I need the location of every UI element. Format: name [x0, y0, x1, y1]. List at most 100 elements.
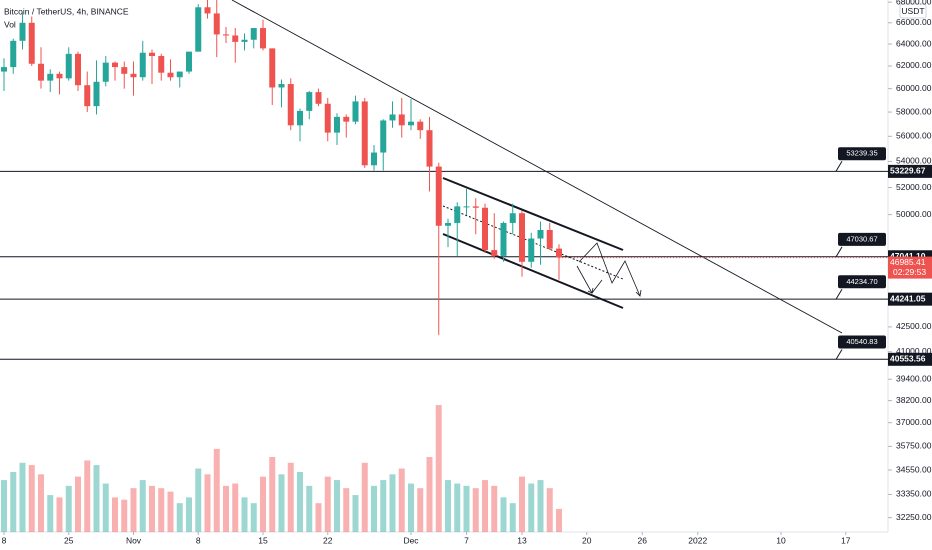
volume-bar	[306, 485, 313, 532]
candle-body	[158, 56, 165, 73]
x-tick-label: 8	[196, 535, 201, 545]
volume-bar	[371, 485, 377, 532]
x-tick-label: Dec	[403, 535, 419, 545]
candle-body	[371, 152, 377, 166]
volume-bar	[278, 474, 285, 532]
volume-bar	[19, 462, 26, 532]
candle-body	[47, 73, 54, 81]
candle-body	[65, 53, 72, 79]
y-tick-label: 60000.00	[896, 83, 932, 93]
candle-body	[287, 84, 294, 126]
channel-upper	[442, 177, 624, 251]
candle-body	[297, 110, 303, 126]
volume-bar	[482, 480, 488, 532]
candle-body	[417, 121, 424, 131]
candle-body	[454, 206, 461, 223]
candle-body	[482, 207, 488, 251]
volume-bar	[454, 483, 461, 532]
x-tick-label: 2022	[688, 535, 707, 545]
channel-lower	[442, 233, 624, 309]
volume-bar	[389, 474, 396, 532]
candle-body	[232, 35, 239, 42]
callout-pointer	[835, 289, 843, 300]
candle-body	[315, 92, 322, 104]
currency-button[interactable]	[899, 3, 927, 19]
volume-bar	[56, 497, 63, 532]
volume-bar	[269, 457, 276, 532]
level-label: 44241.05	[890, 293, 926, 303]
candle-body	[167, 72, 174, 78]
x-tick-label: 26	[638, 535, 648, 545]
volume-bar	[445, 480, 451, 532]
volume-bar	[380, 480, 387, 532]
callout-pointer	[835, 349, 843, 360]
volume-bar	[213, 448, 220, 532]
x-tick-label: 13	[517, 535, 527, 545]
volume-bar	[28, 465, 35, 532]
candle-body	[204, 7, 211, 14]
candle-body	[408, 121, 414, 126]
candle-body	[269, 48, 276, 88]
candle-body	[334, 116, 340, 133]
volume-bar	[435, 405, 442, 532]
volume-bar	[241, 497, 248, 532]
x-tick-label: 20	[582, 535, 592, 545]
candle-body	[519, 213, 525, 262]
y-tick-label: 50000.00	[896, 209, 932, 219]
volume-bar	[250, 503, 257, 532]
projection-path	[578, 242, 641, 297]
y-tick-label: 64000.00	[896, 38, 932, 48]
volume-bar	[112, 497, 118, 532]
last-price-box	[888, 256, 932, 279]
candle-body	[556, 248, 562, 258]
volume-bar	[47, 495, 54, 532]
candle-body	[324, 103, 331, 133]
callout-box	[838, 335, 886, 349]
candle-body	[195, 7, 202, 52]
y-tick-label: 56000.00	[896, 131, 932, 141]
trend-line	[231, 0, 843, 334]
callout-label: 44234.70	[846, 277, 877, 286]
candle-body	[343, 116, 350, 122]
candle-body	[546, 229, 553, 249]
volume-bar	[417, 488, 424, 532]
volume-bar	[491, 485, 498, 532]
candle-body	[509, 213, 516, 223]
volume-bar	[232, 483, 239, 532]
candle-body	[28, 22, 35, 64]
candle-body	[472, 206, 479, 208]
candle-body	[213, 13, 220, 35]
volume-bar	[38, 474, 44, 532]
candle-body	[139, 52, 146, 78]
candle-body	[102, 62, 109, 82]
volume-bar	[334, 480, 340, 532]
callout-box	[838, 232, 886, 246]
x-tick-label: 10	[776, 535, 786, 545]
volume-bar	[324, 476, 331, 532]
volume-bar	[186, 497, 192, 532]
level-label-box	[888, 164, 932, 178]
x-tick-label: 15	[258, 535, 268, 545]
candle-body	[250, 28, 257, 40]
volume-bar	[528, 483, 535, 532]
candle-body	[241, 39, 248, 42]
volume-bar	[1, 480, 7, 532]
arrow-head	[587, 287, 594, 294]
y-tick-label: 32250.00	[896, 512, 932, 522]
callout-pointer	[835, 160, 843, 172]
volume-bar	[130, 488, 137, 532]
candle-body	[10, 40, 17, 68]
y-tick-label: 58000.00	[896, 106, 932, 116]
volume-bar	[84, 460, 91, 532]
volume-bar	[519, 476, 525, 532]
currency-label: USDT	[901, 6, 924, 16]
y-tick-label: 52000.00	[896, 182, 932, 192]
candle-body	[130, 73, 137, 78]
candle-body	[463, 206, 470, 208]
volume-bar	[93, 465, 100, 532]
candle-body	[149, 52, 155, 57]
volume-bar	[204, 474, 211, 532]
volume-bar	[195, 468, 202, 532]
volume-bar	[65, 485, 72, 532]
